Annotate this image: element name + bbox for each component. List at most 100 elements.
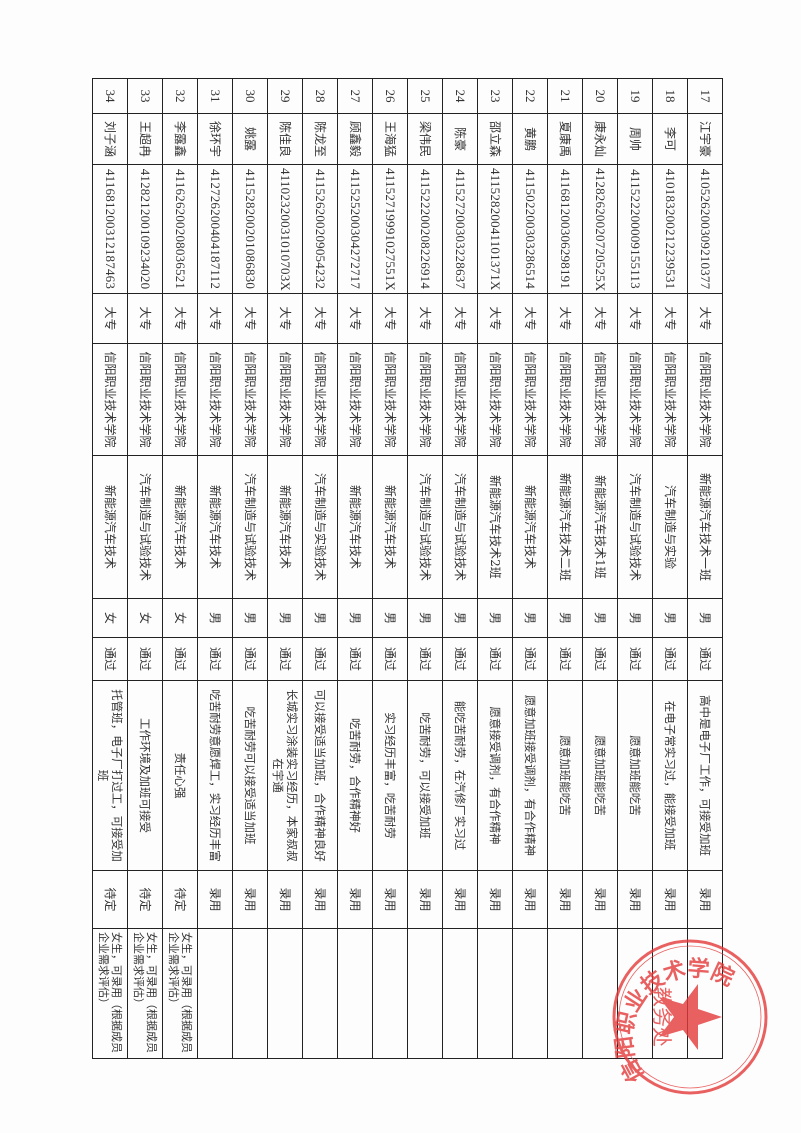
result-cell: 录用 [337,870,373,929]
table-row: 31 徐环宇 412726200404187112 大专 信阳职业技术学院 新能源汽车技术… [197,78,233,1059]
school-cell: 信阳职业技术学院 [617,343,653,456]
candidate-name-cell: 王海猛 [372,113,408,165]
interview-status-cell: 通过 [547,637,583,681]
candidate-name-cell: 邵立森 [477,113,513,165]
note-cell: 女生，可录用（根据成员企业需求评估） [162,928,198,1059]
gender-cell: 男 [267,598,303,638]
table-row: 21 夏康禹 411681200306298191 大专 信阳职业技术学院 新能源汽车技术… [547,78,583,1059]
education-cell: 大专 [547,293,583,344]
id-number-cell: 411522200208226914 [407,164,443,294]
interview-status-cell: 通过 [512,637,548,681]
remark-cell: 责任心强 [162,680,198,871]
note-cell [197,928,233,1059]
table-row: 20 康永灿 41282620020720525X 大专 信阳职业技术学院 新能源汽车技术… [582,78,618,1059]
id-number-cell: 41102320031010703X [267,164,303,294]
candidate-name-cell: 陈佳良 [267,113,303,165]
candidate-name-cell: 姚露 [232,113,268,165]
remark-cell: 吃苦耐劳，合作精神好 [337,680,373,871]
row-number-cell: 33 [127,78,163,114]
gender-cell: 女 [92,598,128,638]
result-cell: 录用 [372,870,408,929]
major-cell: 新能源汽车技术 [337,455,373,599]
row-number-cell: 27 [337,78,373,114]
table-row: 34 刘子涵 411681200312187463 大专 信阳职业技术学院 新能源汽车技术… [92,78,128,1059]
education-cell: 大专 [582,293,618,344]
education-cell: 大专 [232,293,268,344]
remark-cell: 愿意加班能吃苦 [547,680,583,871]
interview-status-cell: 通过 [652,637,688,681]
interview-status-cell: 通过 [92,637,128,681]
education-cell: 大专 [407,293,443,344]
result-cell: 录用 [652,870,688,929]
candidate-name-cell: 王超冉 [127,113,163,165]
result-cell: 录用 [232,870,268,929]
row-number-cell: 25 [407,78,443,114]
row-number-cell: 29 [267,78,303,114]
candidate-name-cell: 徐环宇 [197,113,233,165]
row-number-cell: 26 [372,78,408,114]
row-number-cell: 34 [92,78,128,114]
school-cell: 信阳职业技术学院 [687,343,723,456]
table-row: 28 陈龙至 411526200209054232 大专 信阳职业技术学院 汽车制造与实验… [302,78,338,1059]
gender-cell: 男 [337,598,373,638]
id-number-cell: 41152820041101371X [477,164,513,294]
remark-cell: 愿意加班能吃苦 [582,680,618,871]
remark-cell: 在电子常实习过，能接受加班 [652,680,688,871]
note-cell [302,928,338,1059]
id-number-cell: 411527200303228637 [442,164,478,294]
major-cell: 新能源汽车技术 [92,455,128,599]
id-number-cell: 411502200303286514 [512,164,548,294]
table-row: 18 李可 410183200212239531 大专 信阳职业技术学院 汽车制造与实验男… [652,78,688,1059]
gender-cell: 女 [162,598,198,638]
interview-status-cell: 通过 [337,637,373,681]
id-number-cell: 411681200312187463 [92,164,128,294]
education-cell: 大专 [92,293,128,344]
note-cell [442,928,478,1059]
note-cell [232,928,268,1059]
table-row: 25 梁伟民 411522200208226914 大专 信阳职业技术学院 汽车制造与试验… [407,78,443,1059]
row-number-cell: 30 [232,78,268,114]
education-cell: 大专 [267,293,303,344]
id-number-cell: 411681200306298191 [547,164,583,294]
major-cell: 汽车制造与试验技术 [617,455,653,599]
interview-status-cell: 通过 [477,637,513,681]
remark-cell: 实习经历丰富，吃苦耐劳 [372,680,408,871]
note-cell [687,928,723,1059]
gender-cell: 女 [127,598,163,638]
school-cell: 信阳职业技术学院 [127,343,163,456]
education-cell: 大专 [512,293,548,344]
major-cell: 新能源汽车技术一班 [687,455,723,599]
candidate-name-cell: 顾鑫毅 [337,113,373,165]
result-cell: 录用 [582,870,618,929]
table-row: 23 邵立森 41152820041101371X 大专 信阳职业技术学院 新能源汽车技术… [477,78,513,1059]
school-cell: 信阳职业技术学院 [477,343,513,456]
row-number-cell: 32 [162,78,198,114]
note-cell [512,928,548,1059]
id-number-cell: 411526200209054232 [302,164,338,294]
school-cell: 信阳职业技术学院 [547,343,583,456]
education-cell: 大专 [127,293,163,344]
school-cell: 信阳职业技术学院 [512,343,548,456]
interview-status-cell: 通过 [232,637,268,681]
note-cell [477,928,513,1059]
gender-cell: 男 [547,598,583,638]
candidate-name-cell: 陈豪 [442,113,478,165]
school-cell: 信阳职业技术学院 [372,343,408,456]
interview-status-cell: 通过 [267,637,303,681]
table-row: 19 周帅 411522200009155113 大专 信阳职业技术学院 汽车制造与试验技… [617,78,653,1059]
remark-cell: 可以接受适当加班，合作精神良好 [302,680,338,871]
gender-cell: 男 [442,598,478,638]
note-cell [337,928,373,1059]
major-cell: 新能源汽车技术 [197,455,233,599]
remark-cell: 高中是电子厂工作，可接受加班 [687,680,723,871]
major-cell: 汽车制造与试验技术 [407,455,443,599]
remark-cell: 吃苦耐劳，可以接受加班 [407,680,443,871]
table-row: 24 陈豪 411527200303228637 大专 信阳职业技术学院 汽车制造与试验技… [442,78,478,1059]
gender-cell: 男 [512,598,548,638]
row-number-cell: 21 [547,78,583,114]
note-cell: 女生，可录用（根据成员企业需求评估） [92,928,128,1059]
note-cell [547,928,583,1059]
major-cell: 汽车制造与实验 [652,455,688,599]
gender-cell: 男 [232,598,268,638]
table-row: 22 黄鹏 411502200303286514 大专 信阳职业技术学院 新能源汽车技术男… [512,78,548,1059]
